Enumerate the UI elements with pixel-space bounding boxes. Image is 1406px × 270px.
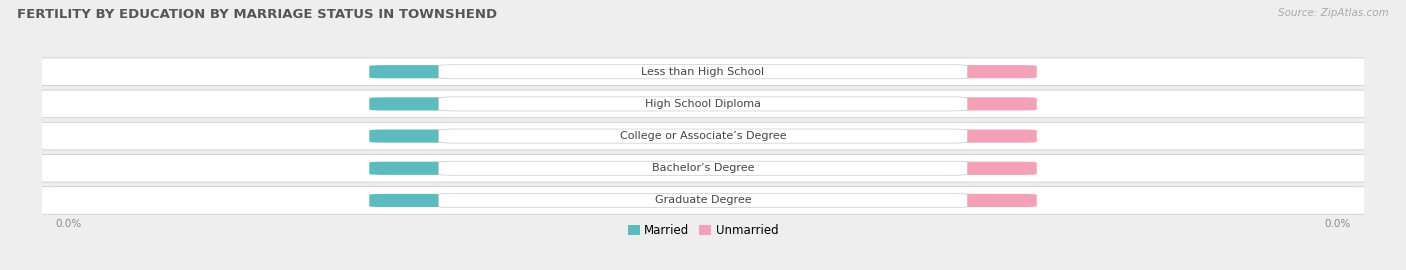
FancyBboxPatch shape [720,162,1036,175]
Text: 0.0%: 0.0% [863,99,893,109]
FancyBboxPatch shape [439,65,967,79]
Text: 0.0%: 0.0% [513,99,543,109]
FancyBboxPatch shape [30,187,1376,214]
FancyBboxPatch shape [370,130,686,143]
Text: FERTILITY BY EDUCATION BY MARRIAGE STATUS IN TOWNSHEND: FERTILITY BY EDUCATION BY MARRIAGE STATU… [17,8,496,21]
FancyBboxPatch shape [720,65,1036,78]
FancyBboxPatch shape [30,58,1376,86]
Legend: Married, Unmarried: Married, Unmarried [628,224,778,237]
FancyBboxPatch shape [370,194,686,207]
Text: Source: ZipAtlas.com: Source: ZipAtlas.com [1278,8,1389,18]
Text: 0.0%: 0.0% [513,131,543,141]
Text: 0.0%: 0.0% [513,67,543,77]
Text: Bachelor’s Degree: Bachelor’s Degree [652,163,754,173]
Text: Less than High School: Less than High School [641,67,765,77]
Text: High School Diploma: High School Diploma [645,99,761,109]
Text: College or Associate’s Degree: College or Associate’s Degree [620,131,786,141]
FancyBboxPatch shape [720,130,1036,143]
Text: 0.0%: 0.0% [863,131,893,141]
FancyBboxPatch shape [30,154,1376,182]
Text: 0.0%: 0.0% [1324,219,1351,229]
Text: 0.0%: 0.0% [513,195,543,205]
FancyBboxPatch shape [720,97,1036,110]
FancyBboxPatch shape [439,161,967,176]
FancyBboxPatch shape [370,65,686,78]
FancyBboxPatch shape [370,162,686,175]
Text: 0.0%: 0.0% [513,163,543,173]
Text: 0.0%: 0.0% [55,219,82,229]
FancyBboxPatch shape [720,194,1036,207]
Text: Graduate Degree: Graduate Degree [655,195,751,205]
FancyBboxPatch shape [439,193,967,208]
Text: 0.0%: 0.0% [863,67,893,77]
FancyBboxPatch shape [370,97,686,110]
Text: 0.0%: 0.0% [863,163,893,173]
Text: 0.0%: 0.0% [863,195,893,205]
FancyBboxPatch shape [439,129,967,143]
FancyBboxPatch shape [439,97,967,111]
FancyBboxPatch shape [30,122,1376,150]
FancyBboxPatch shape [30,90,1376,118]
